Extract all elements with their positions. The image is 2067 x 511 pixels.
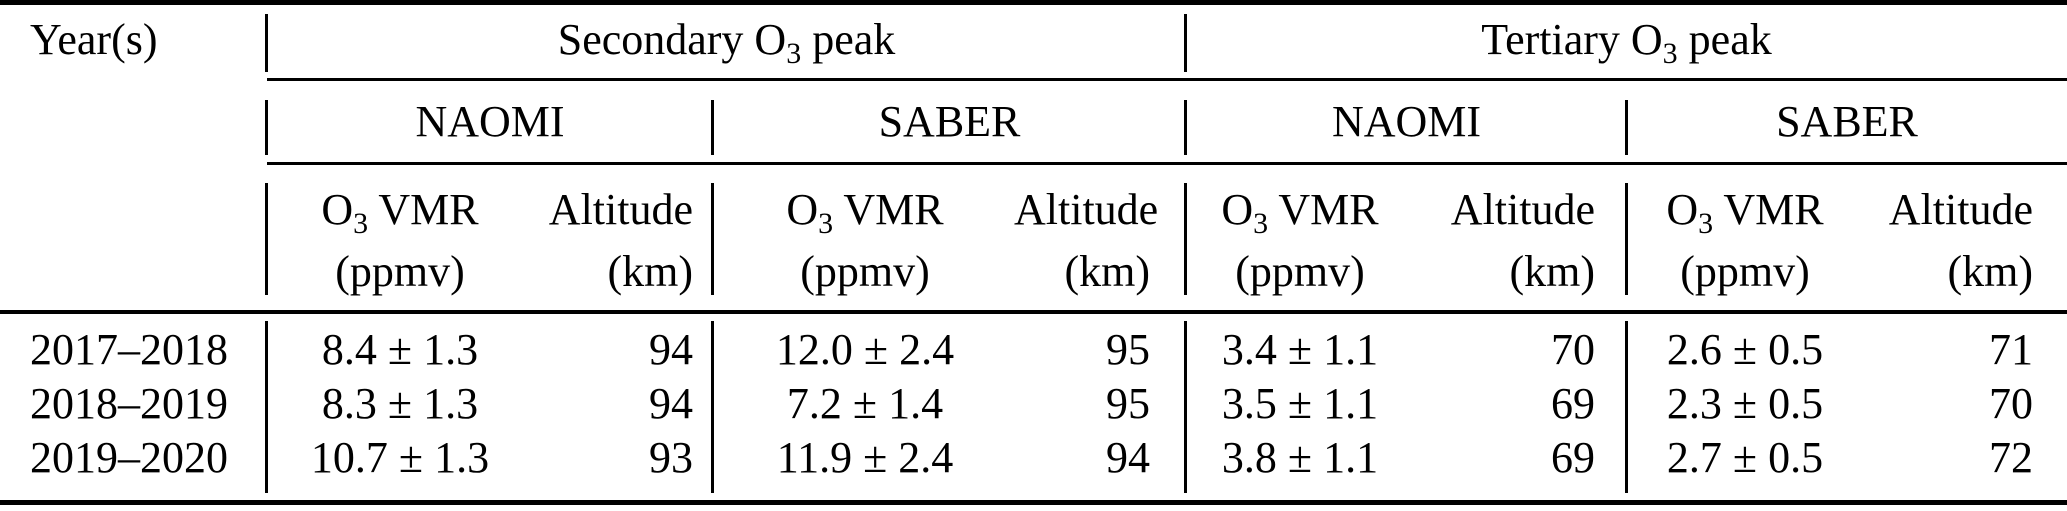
vmr-header: O3 VMR bbox=[1193, 182, 1407, 240]
column-separator bbox=[1184, 100, 1187, 155]
vmr-cell: 8.4 ± 1.3 bbox=[321, 325, 479, 374]
group-header-text: Secondary O bbox=[557, 15, 787, 64]
group-header-secondary-o3-peak: Secondary O3 peak bbox=[267, 8, 1186, 72]
group-header-text: peak bbox=[1677, 15, 1772, 64]
vmr-unit-label: (ppmv) bbox=[335, 247, 465, 296]
vmr-cell: 2.7 ± 0.5 bbox=[1666, 433, 1824, 482]
vmr-cell: 12.0 ± 2.4 bbox=[775, 325, 955, 374]
vmr-cell: 10.7 ± 1.3 bbox=[310, 433, 490, 482]
vmr-header-text: O bbox=[786, 185, 819, 234]
vmr-cell: 3.5 ± 1.1 bbox=[1221, 379, 1379, 428]
altitude-unit-label: (km) bbox=[607, 247, 693, 296]
vmr-unit-label: (ppmv) bbox=[1680, 247, 1810, 296]
column-separator bbox=[1625, 321, 1628, 493]
altitude-cell: 94 bbox=[1106, 433, 1150, 482]
column-separator bbox=[1625, 183, 1628, 295]
vmr-header-text: VMR bbox=[1268, 185, 1379, 234]
vmr-header: O3 VMR bbox=[1630, 182, 1860, 240]
altitude-cell: 93 bbox=[649, 433, 693, 482]
column-separator bbox=[711, 100, 714, 155]
top-rule bbox=[0, 0, 2067, 5]
instrument-header-saber-secondary: SABER bbox=[878, 97, 1021, 146]
altitude-header: Altitude bbox=[1450, 185, 1595, 234]
altitude-cell: 69 bbox=[1551, 379, 1595, 428]
subscript-3: 3 bbox=[1698, 207, 1714, 240]
group-header-text: Tertiary O bbox=[1481, 15, 1663, 64]
column-separator bbox=[265, 100, 268, 155]
vmr-cell: 7.2 ± 1.4 bbox=[786, 379, 944, 428]
subscript-3: 3 bbox=[1253, 207, 1269, 240]
vmr-header-text: O bbox=[1666, 185, 1699, 234]
column-separator bbox=[265, 183, 268, 295]
column-separator bbox=[265, 14, 268, 72]
vmr-header-text: O bbox=[321, 185, 354, 234]
vmr-header: O3 VMR bbox=[267, 182, 533, 240]
vmr-cell: 11.9 ± 2.4 bbox=[776, 433, 954, 482]
column-separator bbox=[265, 321, 268, 493]
year-cell: 2017–2018 bbox=[30, 325, 228, 374]
altitude-cell: 71 bbox=[1989, 325, 2033, 374]
vmr-cell: 2.3 ± 0.5 bbox=[1666, 379, 1824, 428]
vmr-unit-label: (ppmv) bbox=[800, 247, 930, 296]
group-header-tertiary-o3-peak: Tertiary O3 peak bbox=[1186, 8, 2067, 72]
altitude-cell: 69 bbox=[1551, 433, 1595, 482]
vmr-unit-label: (ppmv) bbox=[1235, 247, 1365, 296]
altitude-header: Altitude bbox=[1888, 185, 2033, 234]
column-separator bbox=[1184, 14, 1187, 72]
vmr-cell: 3.4 ± 1.1 bbox=[1221, 325, 1379, 374]
vmr-header-text: O bbox=[1221, 185, 1254, 234]
altitude-cell: 70 bbox=[1989, 379, 2033, 428]
altitude-header: Altitude bbox=[548, 185, 693, 234]
altitude-cell: 95 bbox=[1106, 379, 1150, 428]
altitude-cell: 94 bbox=[649, 325, 693, 374]
subscript-3: 3 bbox=[1662, 37, 1678, 70]
vmr-cell: 8.3 ± 1.3 bbox=[321, 379, 479, 428]
instrument-header-naomi-tertiary: NAOMI bbox=[1331, 97, 1482, 146]
altitude-cell: 72 bbox=[1989, 433, 2033, 482]
subscript-3: 3 bbox=[786, 37, 802, 70]
altitude-header: Altitude bbox=[1014, 185, 1159, 234]
instrument-header-rule bbox=[267, 162, 2067, 165]
altitude-cell: 95 bbox=[1106, 325, 1150, 374]
altitude-cell: 70 bbox=[1551, 325, 1595, 374]
vmr-header-text: VMR bbox=[368, 185, 479, 234]
altitude-unit-label: (km) bbox=[1064, 247, 1150, 296]
vmr-cell: 2.6 ± 0.5 bbox=[1666, 325, 1824, 374]
vmr-header-text: VMR bbox=[833, 185, 944, 234]
vmr-header-text: VMR bbox=[1713, 185, 1824, 234]
year-cell: 2019–2020 bbox=[30, 433, 228, 482]
column-separator bbox=[1184, 183, 1187, 295]
group-header-rule bbox=[267, 78, 2067, 81]
column-separator bbox=[711, 183, 714, 295]
altitude-cell: 94 bbox=[649, 379, 693, 428]
column-separator bbox=[1625, 100, 1628, 155]
altitude-unit-label: (km) bbox=[1509, 247, 1595, 296]
group-header-text: peak bbox=[801, 15, 896, 64]
vmr-header: O3 VMR bbox=[716, 182, 1014, 240]
body-top-rule bbox=[0, 310, 2067, 314]
instrument-header-naomi-secondary: NAOMI bbox=[415, 97, 565, 146]
column-separator bbox=[711, 321, 714, 493]
year-cell: 2018–2019 bbox=[30, 379, 228, 428]
altitude-unit-label: (km) bbox=[1947, 247, 2033, 296]
instrument-header-saber-tertiary: SABER bbox=[1776, 97, 1918, 146]
vmr-cell: 3.8 ± 1.1 bbox=[1221, 433, 1379, 482]
subscript-3: 3 bbox=[353, 207, 369, 240]
bottom-rule bbox=[0, 500, 2067, 505]
year-column-header: Year(s) bbox=[30, 15, 158, 64]
column-separator bbox=[1184, 321, 1187, 493]
subscript-3: 3 bbox=[818, 207, 834, 240]
